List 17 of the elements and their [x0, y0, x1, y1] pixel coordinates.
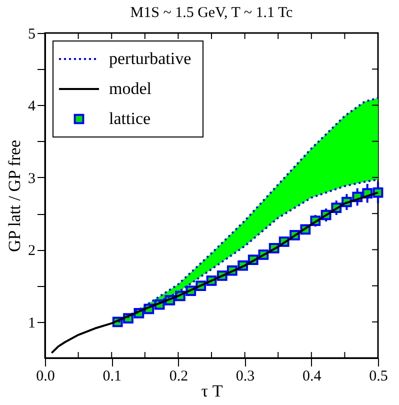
x-tick-label: 0.5	[369, 368, 388, 384]
y-tick-label: 5	[28, 26, 36, 42]
legend-label: perturbative	[109, 49, 192, 68]
legend-label: model	[109, 79, 152, 98]
x-tick-label: 0.2	[169, 368, 188, 384]
y-tick-label: 4	[28, 98, 36, 115]
x-axis-title: τ T	[201, 382, 224, 400]
x-tick-label: 0.1	[102, 368, 122, 384]
x-tick-label: 0.4	[302, 368, 322, 384]
y-axis-title: GP latt / GP free	[5, 140, 24, 252]
y-tick-label: 3	[28, 170, 36, 187]
x-tick-label: 0.3	[236, 368, 255, 384]
y-tick-label: 1	[28, 315, 36, 332]
chart-title: M1S ~ 1.5 GeV, T ~ 1.1 Tc	[130, 5, 294, 21]
x-tick-label: 0.0	[36, 368, 55, 384]
legend-label: lattice	[109, 109, 151, 128]
y-tick-label: 2	[28, 243, 36, 260]
